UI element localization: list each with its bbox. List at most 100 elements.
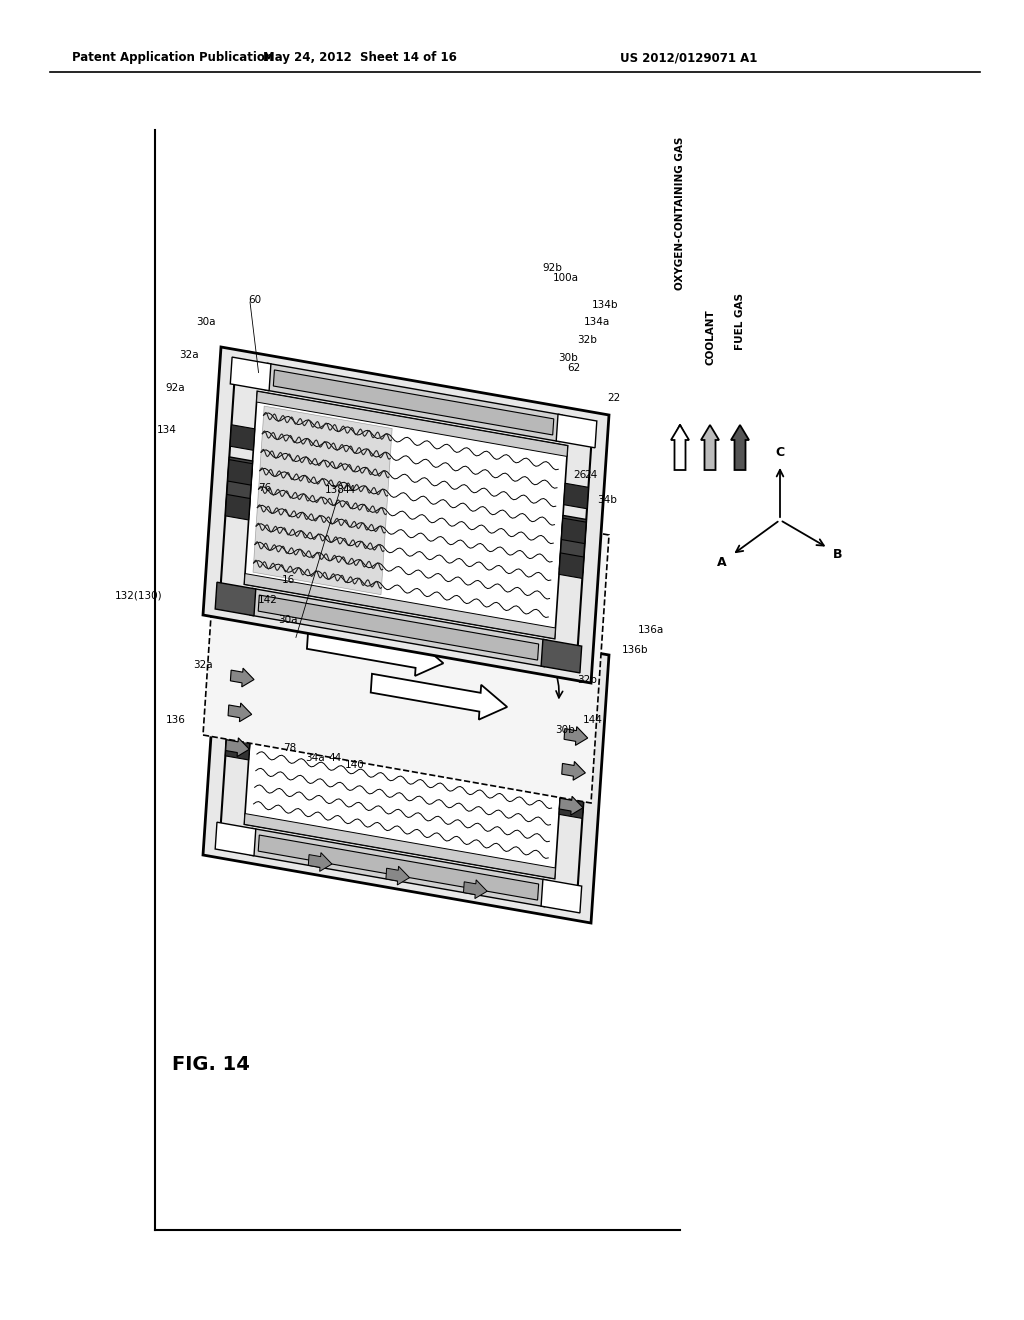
Polygon shape bbox=[559, 796, 583, 814]
Polygon shape bbox=[258, 595, 539, 660]
Text: 16: 16 bbox=[282, 576, 295, 585]
Polygon shape bbox=[245, 813, 555, 879]
Text: 136b: 136b bbox=[622, 645, 648, 655]
FancyArrow shape bbox=[671, 425, 689, 470]
FancyArrow shape bbox=[701, 425, 719, 470]
Polygon shape bbox=[561, 758, 586, 784]
Text: 30b: 30b bbox=[558, 352, 578, 363]
Text: 92b: 92b bbox=[542, 263, 562, 273]
Text: C: C bbox=[775, 446, 784, 459]
Text: FUEL GAS: FUEL GAS bbox=[735, 293, 745, 350]
Text: 32b: 32b bbox=[577, 675, 597, 685]
Text: 32a: 32a bbox=[193, 660, 213, 671]
Polygon shape bbox=[230, 358, 271, 391]
Polygon shape bbox=[257, 391, 567, 457]
Text: 30a: 30a bbox=[196, 317, 215, 327]
Polygon shape bbox=[244, 583, 360, 626]
Polygon shape bbox=[559, 793, 584, 818]
Text: 34a: 34a bbox=[305, 752, 325, 763]
Polygon shape bbox=[307, 630, 443, 676]
Text: 34b: 34b bbox=[597, 495, 616, 506]
Polygon shape bbox=[371, 673, 507, 719]
Text: 138: 138 bbox=[325, 484, 345, 495]
Polygon shape bbox=[559, 553, 584, 578]
Text: 32a: 32a bbox=[179, 350, 199, 360]
Polygon shape bbox=[464, 880, 487, 899]
Polygon shape bbox=[245, 574, 555, 639]
Text: 30b: 30b bbox=[555, 725, 574, 735]
Polygon shape bbox=[225, 457, 253, 515]
Polygon shape bbox=[215, 582, 256, 616]
Polygon shape bbox=[386, 866, 410, 884]
Text: 134: 134 bbox=[157, 425, 177, 436]
Polygon shape bbox=[219, 601, 593, 909]
Text: 60: 60 bbox=[248, 294, 261, 305]
Polygon shape bbox=[230, 665, 255, 690]
Polygon shape bbox=[225, 738, 250, 756]
Text: 24: 24 bbox=[584, 470, 597, 480]
Text: 136a: 136a bbox=[638, 624, 665, 635]
Polygon shape bbox=[561, 517, 586, 544]
Text: 76: 76 bbox=[258, 483, 271, 492]
Polygon shape bbox=[559, 755, 587, 813]
Polygon shape bbox=[559, 515, 587, 573]
Polygon shape bbox=[556, 655, 597, 688]
Polygon shape bbox=[564, 726, 588, 746]
Polygon shape bbox=[265, 363, 562, 442]
Polygon shape bbox=[230, 668, 254, 686]
Text: 44: 44 bbox=[342, 484, 355, 495]
Text: 132(130): 132(130) bbox=[115, 590, 162, 601]
Text: A: A bbox=[717, 556, 727, 569]
Polygon shape bbox=[215, 822, 256, 855]
Text: 136: 136 bbox=[166, 715, 186, 725]
Polygon shape bbox=[541, 639, 582, 673]
Polygon shape bbox=[564, 483, 589, 508]
Text: 78: 78 bbox=[283, 743, 296, 752]
Polygon shape bbox=[556, 414, 597, 447]
Text: 134b: 134b bbox=[592, 300, 618, 310]
Text: 144: 144 bbox=[583, 715, 603, 725]
Text: 32b: 32b bbox=[577, 335, 597, 345]
Polygon shape bbox=[227, 700, 253, 725]
Polygon shape bbox=[541, 879, 582, 913]
Text: 142: 142 bbox=[258, 595, 278, 605]
Polygon shape bbox=[225, 697, 253, 755]
Text: May 24, 2012  Sheet 14 of 16: May 24, 2012 Sheet 14 of 16 bbox=[263, 51, 457, 65]
Text: B: B bbox=[834, 548, 843, 561]
Polygon shape bbox=[253, 407, 392, 595]
Polygon shape bbox=[245, 391, 567, 639]
Polygon shape bbox=[219, 360, 593, 669]
Text: US 2012/0129071 A1: US 2012/0129071 A1 bbox=[620, 51, 758, 65]
Polygon shape bbox=[230, 597, 271, 631]
Polygon shape bbox=[273, 610, 554, 675]
Text: COOLANT: COOLANT bbox=[705, 309, 715, 366]
FancyArrow shape bbox=[731, 425, 749, 470]
Text: Patent Application Publication: Patent Application Publication bbox=[72, 51, 273, 65]
Text: 26: 26 bbox=[573, 470, 587, 480]
Polygon shape bbox=[250, 829, 547, 907]
Polygon shape bbox=[203, 587, 609, 923]
Polygon shape bbox=[308, 853, 332, 871]
Text: 44: 44 bbox=[328, 752, 341, 763]
Polygon shape bbox=[257, 631, 567, 697]
Polygon shape bbox=[273, 370, 554, 436]
Polygon shape bbox=[265, 603, 562, 681]
Polygon shape bbox=[258, 836, 539, 900]
Text: 30a: 30a bbox=[278, 615, 298, 624]
Polygon shape bbox=[203, 467, 609, 803]
Polygon shape bbox=[250, 589, 547, 667]
Polygon shape bbox=[230, 425, 255, 450]
Text: 92a: 92a bbox=[165, 383, 184, 393]
Polygon shape bbox=[245, 631, 567, 879]
Polygon shape bbox=[203, 347, 609, 682]
Text: 100a: 100a bbox=[553, 273, 579, 282]
Polygon shape bbox=[225, 734, 250, 760]
Text: 134a: 134a bbox=[584, 317, 610, 327]
Polygon shape bbox=[564, 723, 589, 748]
Text: 62: 62 bbox=[567, 363, 581, 374]
Polygon shape bbox=[227, 459, 253, 486]
Polygon shape bbox=[225, 495, 250, 520]
Text: 22: 22 bbox=[607, 393, 621, 403]
Polygon shape bbox=[228, 704, 252, 722]
Text: FIG. 14: FIG. 14 bbox=[172, 1056, 250, 1074]
